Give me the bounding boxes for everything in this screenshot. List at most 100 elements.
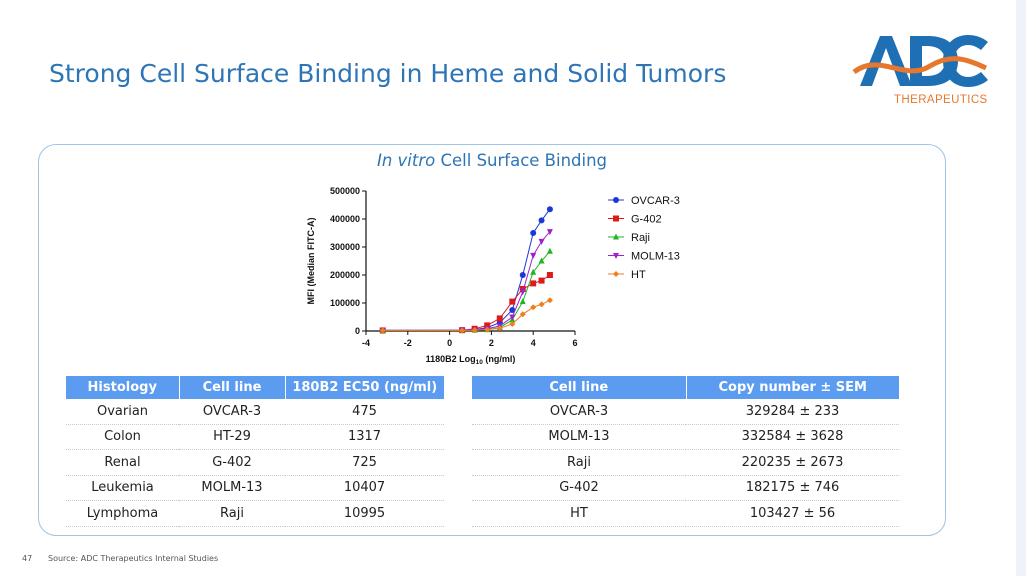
- data-point-molm-13: [509, 314, 516, 321]
- slide-edge-bar: [1016, 0, 1026, 576]
- data-point-ht: [484, 326, 491, 333]
- x-axis-label-main: 1180B2 Log: [426, 354, 476, 364]
- data-point-ovcar-3: [530, 230, 537, 236]
- table-cell: HT-29: [179, 424, 285, 450]
- y-tick-label: 0: [355, 326, 360, 336]
- legend-marker-g-402: [613, 215, 619, 222]
- data-point-molm-13: [546, 229, 553, 236]
- table-cell: Raji: [179, 500, 285, 527]
- x-tick-label: 4: [531, 338, 536, 348]
- table-cell: Renal: [66, 449, 179, 476]
- table-cell: G-402: [179, 449, 285, 476]
- table-cell: 10995: [285, 500, 444, 527]
- legend-marker-ovcar-3: [613, 197, 619, 203]
- y-tick-label: 500000: [330, 186, 360, 196]
- table-row: Leukemia MOLM-13 10407: [66, 475, 444, 501]
- y-tick-label: 400000: [330, 214, 360, 224]
- copy-number-table-header: Cell line Copy number ± SEM: [472, 376, 899, 399]
- legend-label-raji: Raji: [631, 232, 650, 244]
- table-cell: MOLM-13: [472, 424, 686, 450]
- slide-title: Strong Cell Surface Binding in Heme and …: [49, 59, 727, 88]
- table-cell: Ovarian: [66, 399, 179, 425]
- ec50-table-header: Histology Cell line 180B2 EC50 (ng/ml): [66, 376, 444, 399]
- table-cell: 725: [285, 449, 444, 476]
- table-cell: 220235 ± 2673: [686, 449, 899, 476]
- ec50-table: Histology Cell line 180B2 EC50 (ng/ml) Ova…: [66, 376, 444, 527]
- source-note: Source: ADC Therapeutics Internal Studie…: [48, 554, 219, 563]
- table-row: HT 103427 ± 56: [472, 500, 899, 527]
- page-number: 47: [22, 554, 33, 563]
- table-cell: OVCAR-3: [179, 399, 285, 425]
- table-row: Colon HT-29 1317: [66, 424, 444, 450]
- table-cell: 103427 ± 56: [686, 500, 899, 527]
- legend-label-ovcar-3: OVCAR-3: [631, 195, 680, 207]
- legend-marker-ht: [613, 271, 619, 277]
- legend-marker-raji: [613, 233, 619, 240]
- table-row: OVCAR-3 329284 ± 233: [472, 399, 899, 425]
- x-axis-label-subscript: 10: [476, 359, 484, 366]
- ec50-table-header-cell: Cell line: [179, 376, 286, 399]
- data-point-ovcar-3: [538, 217, 545, 224]
- y-tick-label: 300000: [330, 242, 360, 252]
- data-point-g-402: [519, 286, 526, 292]
- y-tick-label: 200000: [330, 270, 360, 280]
- content-panel: [38, 144, 946, 536]
- data-point-ovcar-3: [546, 206, 553, 213]
- table-cell: 1317: [285, 424, 444, 450]
- table-cell: G-402: [472, 475, 686, 501]
- data-point-g-402: [538, 277, 545, 284]
- chart-title: In vitro Cell Surface Binding: [0, 151, 984, 170]
- data-point-ht: [509, 321, 516, 327]
- data-point-ovcar-3: [509, 307, 516, 313]
- x-tick-label: 0: [447, 338, 452, 348]
- table-cell: 475: [285, 399, 444, 425]
- copy-number-table-header-cell: Cell line: [472, 376, 687, 399]
- data-point-ht: [459, 327, 466, 334]
- y-axis-label: MFI (Median FITC-A): [306, 218, 316, 305]
- table-cell: Leukemia: [66, 475, 179, 501]
- data-point-ht: [530, 304, 537, 311]
- legend-label-molm-13: MOLM-13: [631, 251, 680, 263]
- data-point-raji: [546, 247, 553, 254]
- data-point-ht: [379, 327, 386, 334]
- series-line-ovcar-3: [382, 208, 551, 331]
- series-line-ht: [382, 299, 551, 331]
- data-point-molm-13: [530, 252, 537, 259]
- legend-label-g-402: G-402: [631, 214, 662, 226]
- series-line-molm-13: [382, 231, 551, 331]
- binding-chart: 0 100000 200000 300000 400000 500000 -4 -2 0 2 4 6 1…: [306, 186, 680, 366]
- table-cell: 10407: [285, 475, 444, 501]
- data-point-g-402: [509, 298, 516, 305]
- table-cell: OVCAR-3: [472, 399, 686, 425]
- data-point-ht: [471, 327, 478, 334]
- logo-subtitle: THERAPEUTICS: [894, 94, 988, 106]
- data-point-raji: [538, 257, 545, 264]
- legend-marker-molm-13: [613, 253, 619, 259]
- chart-title-rest: Cell Surface Binding: [435, 151, 608, 170]
- data-point-g-402: [496, 315, 503, 322]
- data-point-ovcar-3: [519, 272, 526, 278]
- ec50-table-header-cell: Histology: [66, 376, 180, 399]
- x-axis-label: 1180B2 Log10 (ng/ml): [426, 354, 516, 366]
- data-point-ht: [496, 325, 503, 332]
- data-point-g-402: [484, 322, 491, 329]
- ec50-table-header-cell: 180B2 EC50 (ng/ml): [285, 376, 444, 399]
- table-cell: Lymphoma: [66, 500, 179, 527]
- table-cell: 182175 ± 746: [686, 475, 899, 501]
- x-axis-label-unit: (ng/ml): [483, 354, 516, 364]
- table-row: G-402 182175 ± 746: [472, 475, 899, 501]
- series-line-g-402: [382, 274, 551, 331]
- x-tick-label: 6: [572, 338, 577, 348]
- company-logo: [852, 35, 988, 87]
- table-cell: HT: [472, 500, 686, 527]
- copy-number-table-header-cell: Copy number ± SEM: [686, 376, 899, 399]
- data-point-raji: [530, 268, 537, 275]
- table-row: Lymphoma Raji 10995: [66, 500, 444, 527]
- x-tick-label: 2: [489, 338, 494, 348]
- table-row: Raji 220235 ± 2673: [472, 449, 899, 476]
- table-cell: Raji: [472, 449, 686, 476]
- data-point-molm-13: [519, 289, 526, 296]
- table-cell: Colon: [66, 424, 179, 450]
- data-point-g-402: [546, 272, 553, 278]
- table-row: Ovarian OVCAR-3 475: [66, 399, 444, 425]
